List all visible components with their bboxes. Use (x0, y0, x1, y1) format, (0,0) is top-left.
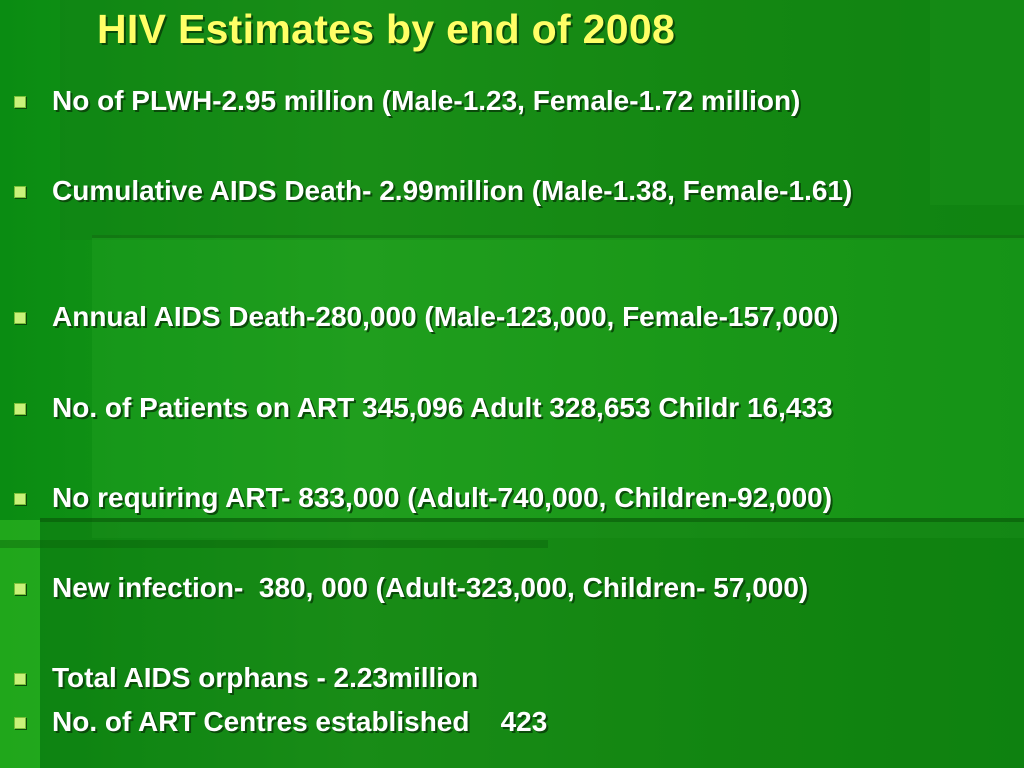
square-bullet-icon (14, 673, 26, 685)
square-bullet-icon (14, 493, 26, 505)
bullet-text: New infection- 380, 000 (Adult-323,000, … (52, 572, 809, 603)
square-bullet-icon (14, 717, 26, 729)
bullet-item: Total AIDS orphans - 2.23million (14, 661, 1014, 695)
bullet-text: No. of ART Centres established 423 (52, 706, 548, 737)
bullet-item: No. of ART Centres established 423 (14, 705, 1014, 739)
square-bullet-icon (14, 312, 26, 324)
bullet-item: New infection- 380, 000 (Adult-323,000, … (14, 571, 1014, 605)
square-bullet-icon (14, 583, 26, 595)
bullet-text: No. of Patients on ART 345,096 Adult 328… (52, 392, 833, 423)
bullet-item: No requiring ART- 833,000 (Adult-740,000… (14, 481, 1014, 515)
bullet-item: Annual AIDS Death-280,000 (Male-123,000,… (14, 300, 1014, 334)
bullet-text: No of PLWH-2.95 million (Male-1.23, Fema… (52, 85, 801, 116)
square-bullet-icon (14, 96, 26, 108)
slide-title: HIV Estimates by end of 2008 (97, 6, 676, 52)
bullet-text: No requiring ART- 833,000 (Adult-740,000… (52, 482, 833, 513)
bullet-item: No of PLWH-2.95 million (Male-1.23, Fema… (14, 84, 1014, 118)
bullet-item: Cumulative AIDS Death- 2.99million (Male… (14, 174, 1014, 208)
bullet-text: Annual AIDS Death-280,000 (Male-123,000,… (52, 301, 839, 332)
square-bullet-icon (14, 403, 26, 415)
bullet-text: Cumulative AIDS Death- 2.99million (Male… (52, 175, 853, 206)
background-divider (0, 540, 548, 548)
bullet-item: No. of Patients on ART 345,096 Adult 328… (14, 391, 1014, 425)
bullet-text: Total AIDS orphans - 2.23million (52, 662, 479, 693)
square-bullet-icon (14, 186, 26, 198)
